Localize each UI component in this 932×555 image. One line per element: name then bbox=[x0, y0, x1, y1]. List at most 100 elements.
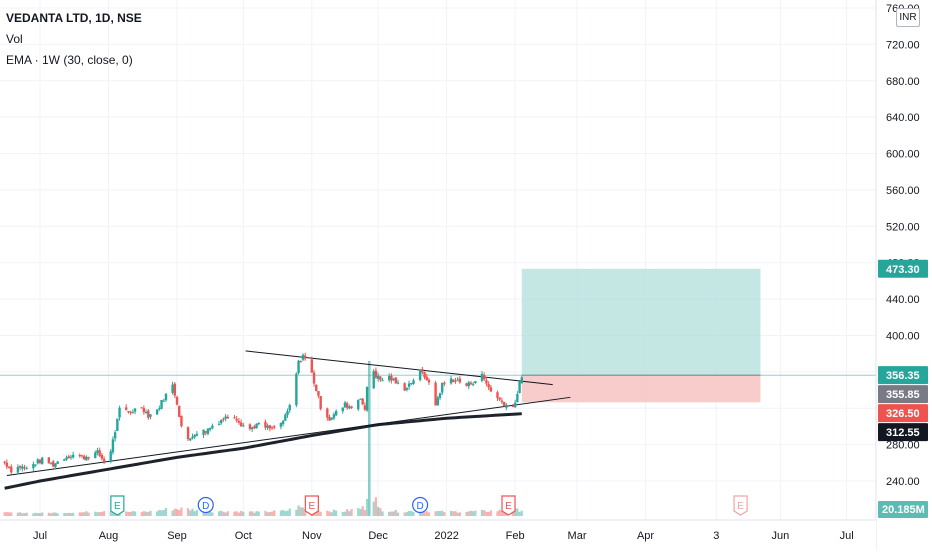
volume-bar bbox=[49, 513, 53, 516]
volume-bar bbox=[326, 510, 329, 516]
candle-body bbox=[467, 382, 470, 387]
candles bbox=[3, 352, 523, 475]
candle-body bbox=[56, 461, 59, 464]
volume-bar bbox=[301, 507, 305, 516]
candle-body bbox=[162, 400, 165, 402]
volume-bar bbox=[454, 511, 457, 516]
volume-bar bbox=[467, 511, 470, 516]
volume-bar bbox=[498, 509, 501, 516]
volume-bar bbox=[396, 512, 400, 516]
price-label-text: 326.50 bbox=[886, 408, 920, 420]
candle-body bbox=[191, 436, 194, 439]
volume-bar bbox=[500, 511, 503, 516]
candle-body bbox=[222, 418, 225, 420]
volume-bar bbox=[19, 512, 22, 516]
candle-body bbox=[489, 387, 493, 392]
candle-body bbox=[100, 454, 104, 459]
volume-bar bbox=[341, 511, 344, 516]
volume-bar bbox=[480, 509, 484, 516]
candle-body bbox=[149, 414, 152, 417]
candle-body bbox=[195, 433, 199, 436]
volume-bar bbox=[299, 507, 302, 516]
candle-body bbox=[295, 373, 298, 406]
trendline-2 bbox=[6, 396, 571, 477]
volume-bar bbox=[178, 510, 181, 516]
legend-volume[interactable]: Vol bbox=[6, 32, 23, 46]
volume-spike-bar bbox=[367, 360, 371, 516]
volume-bar bbox=[191, 508, 194, 516]
candle-body bbox=[158, 408, 161, 410]
legend-symbol[interactable]: VEDANTA LTD, 1D, NSE bbox=[6, 11, 142, 25]
price-label-text: 356.35 bbox=[886, 370, 920, 382]
volume-bar bbox=[443, 512, 446, 516]
candle-body bbox=[328, 417, 331, 421]
candle-body bbox=[239, 422, 243, 427]
volume-bar bbox=[436, 510, 439, 516]
candle-body bbox=[211, 425, 214, 429]
price-label-text: 473.30 bbox=[886, 264, 920, 276]
volume-bar bbox=[332, 509, 336, 516]
volume-bar bbox=[405, 511, 408, 516]
earnings-marker bbox=[304, 495, 319, 516]
volume-bar bbox=[65, 513, 68, 516]
volume-bar bbox=[357, 508, 360, 516]
candle-body bbox=[49, 462, 53, 464]
candle-body bbox=[390, 375, 393, 381]
time-axis-bg bbox=[0, 520, 876, 550]
event-marker-earnings: E bbox=[733, 495, 748, 516]
y-tick-label: 520.00 bbox=[886, 221, 920, 233]
currency-label[interactable]: INR bbox=[896, 8, 920, 27]
candle-body bbox=[202, 429, 205, 435]
candle-body bbox=[520, 377, 523, 384]
volume-bar bbox=[350, 509, 353, 516]
candle-body bbox=[71, 454, 75, 458]
candle-body bbox=[281, 420, 285, 425]
volume-bar bbox=[410, 510, 413, 516]
volume-bar bbox=[282, 509, 285, 516]
volume-bar bbox=[381, 511, 384, 516]
volume-bar bbox=[485, 511, 488, 516]
x-tick-label: Apr bbox=[637, 530, 654, 542]
volume-bar bbox=[102, 511, 106, 516]
candle-body bbox=[359, 398, 362, 400]
candle-body bbox=[334, 410, 338, 416]
candle-body bbox=[69, 456, 73, 458]
volume-bar bbox=[160, 510, 163, 516]
volume-bar bbox=[220, 510, 223, 516]
ema-line bbox=[4, 412, 522, 490]
candle-body bbox=[32, 464, 35, 469]
volume-bar bbox=[16, 512, 19, 516]
candle-body bbox=[220, 419, 223, 424]
candle-body bbox=[434, 382, 437, 406]
volume-bar bbox=[144, 511, 148, 516]
x-tick-label: Nov bbox=[302, 530, 322, 542]
stop-zone bbox=[521, 375, 761, 403]
volume-bar bbox=[36, 513, 39, 516]
candle-body bbox=[140, 407, 143, 409]
volume-bar bbox=[34, 512, 37, 516]
volume-bar bbox=[449, 510, 453, 516]
candle-body bbox=[350, 406, 353, 408]
ema-layer bbox=[4, 412, 522, 490]
event-marker-earnings: E bbox=[304, 495, 319, 516]
candle-body bbox=[54, 463, 57, 468]
volume-bar bbox=[295, 509, 298, 516]
event-letter: E bbox=[308, 501, 315, 512]
y-tick-label: 640.00 bbox=[886, 112, 920, 124]
volume-bar bbox=[38, 513, 42, 516]
volume-bar bbox=[67, 512, 70, 516]
candle-body bbox=[381, 380, 384, 382]
legend-ema[interactable]: EMA · 1W (30, close, 0) bbox=[6, 53, 133, 67]
candle-body bbox=[109, 451, 112, 462]
candle-body bbox=[376, 375, 380, 379]
volume-bar bbox=[133, 511, 137, 516]
volume-bar bbox=[83, 512, 86, 516]
price-label-target bbox=[878, 259, 928, 278]
volume-bar bbox=[394, 509, 397, 516]
candle-body bbox=[248, 424, 252, 429]
candle-body bbox=[412, 380, 415, 385]
candle-body bbox=[266, 425, 269, 428]
